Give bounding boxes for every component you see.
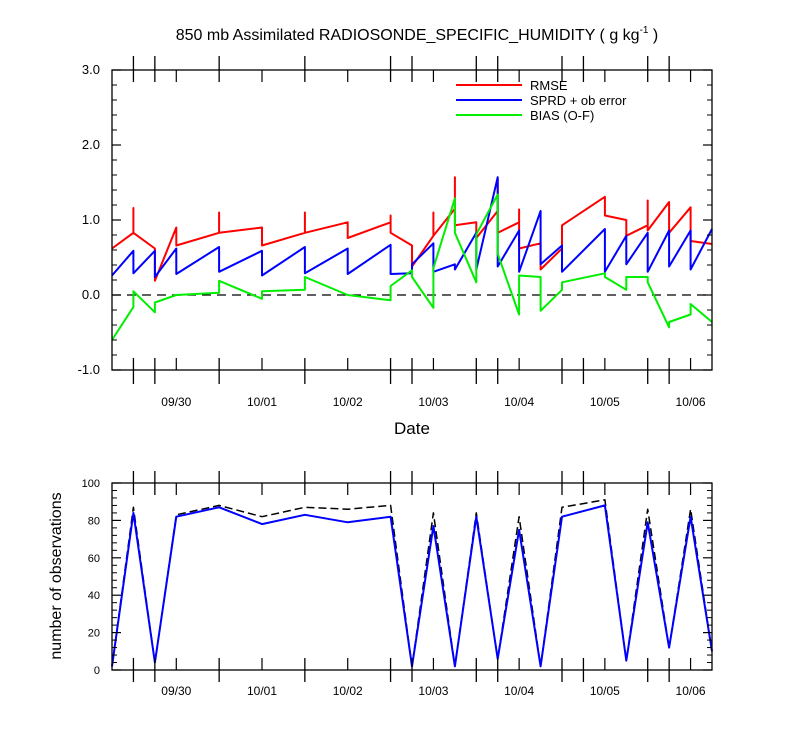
series-layer bbox=[111, 176, 713, 341]
x-tick-label: 10/06 bbox=[676, 684, 706, 698]
x-tick-label: 10/04 bbox=[504, 684, 534, 698]
chart-title-superscript: -1 bbox=[640, 25, 649, 36]
y-tick-label: 0.0 bbox=[82, 287, 100, 302]
tick-layer: 0 20 40 60 80 100 09/30 10/01 10/02 10/03 10/04 10/… bbox=[82, 471, 712, 698]
series-line-possible bbox=[111, 499, 713, 668]
y-axis-label: number of observations bbox=[48, 492, 65, 659]
x-tick-label: 10/04 bbox=[504, 395, 534, 409]
series-line-sprd-ob-error bbox=[111, 176, 713, 278]
y-tick-label: 100 bbox=[82, 478, 100, 490]
y-tick-label: -1.0 bbox=[78, 362, 100, 377]
x-tick-label: 10/02 bbox=[333, 684, 363, 698]
x-tick-label: 10/01 bbox=[247, 395, 277, 409]
series-line-bias-o-f- bbox=[111, 193, 713, 341]
x-tick-label: 10/05 bbox=[590, 395, 620, 409]
chart-title-main: 850 mb Assimilated RADIOSONDE_SPECIFIC_H… bbox=[176, 27, 640, 44]
series-layer bbox=[111, 499, 713, 668]
y-tick-label: 60 bbox=[88, 553, 100, 565]
x-tick-label: 10/06 bbox=[676, 395, 706, 409]
legend-label-spread: SPRD + ob error bbox=[530, 93, 627, 108]
bottom-panel: 0 20 40 60 80 100 09/30 10/01 10/02 10/03 10/04 10/… bbox=[48, 471, 713, 698]
y-tick-label: 20 bbox=[88, 628, 100, 640]
chart-title: 850 mb Assimilated RADIOSONDE_SPECIFIC_H… bbox=[176, 25, 659, 44]
x-tick-label: 09/30 bbox=[161, 684, 191, 698]
top-panel: -1.0 0.0 1.0 2.0 3.0 09/30 10/01 10/02 10/03 10/0… bbox=[78, 56, 713, 438]
legend-label-rmse: RMSE bbox=[530, 78, 568, 93]
y-tick-label: 2.0 bbox=[82, 137, 100, 152]
x-tick-label: 09/30 bbox=[161, 395, 191, 409]
x-tick-label: 10/05 bbox=[590, 684, 620, 698]
y-tick-label: 80 bbox=[88, 515, 100, 527]
y-tick-label: 1.0 bbox=[82, 212, 100, 227]
tick-layer: -1.0 0.0 1.0 2.0 3.0 09/30 10/01 10/02 10/03 10/0… bbox=[78, 56, 712, 409]
chart-title-end: ) bbox=[648, 27, 658, 44]
x-tick-label: 10/01 bbox=[247, 684, 277, 698]
y-tick-label: 0 bbox=[94, 665, 100, 677]
x-tick-label: 10/03 bbox=[418, 395, 448, 409]
x-tick-label: 10/03 bbox=[418, 684, 448, 698]
y-tick-label: 40 bbox=[88, 590, 100, 602]
legend-label-bias: BIAS (O-F) bbox=[530, 108, 594, 123]
series-line-used bbox=[111, 504, 713, 668]
y-tick-label: 3.0 bbox=[82, 62, 100, 77]
x-tick-label: 10/02 bbox=[333, 395, 363, 409]
x-axis-label: Date bbox=[394, 419, 430, 438]
